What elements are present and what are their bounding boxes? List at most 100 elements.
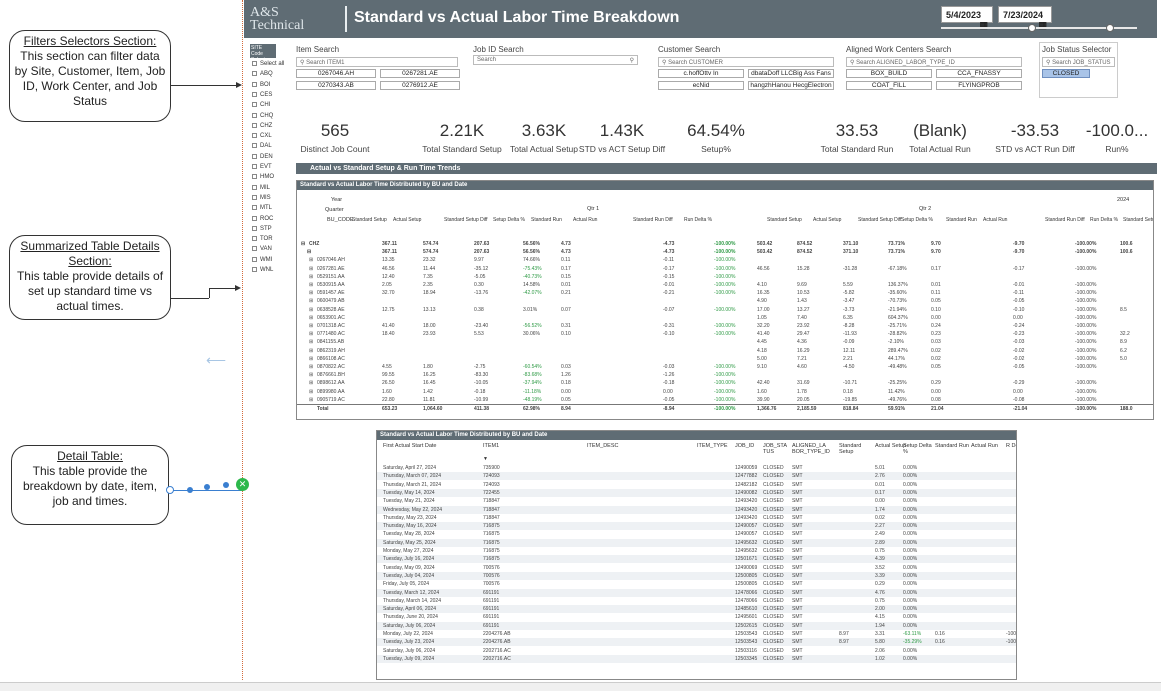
collapse-icon[interactable]: ⊟ [301, 241, 306, 247]
checkbox-icon[interactable] [252, 153, 257, 159]
detail-row[interactable]: Tuesday, July 23, 2024 2204276.AB 12503543… [377, 638, 1016, 647]
checkbox-icon[interactable] [252, 205, 257, 211]
detail-row[interactable]: Tuesday, May 09, 2024 700576 12490069 CLOSE… [377, 564, 1016, 572]
job-search-input[interactable]: Search ⚲ [473, 55, 638, 65]
site-option[interactable]: CES [252, 91, 272, 98]
site-option[interactable]: CHI [252, 102, 270, 108]
detail-row[interactable]: Friday, July 05, 2024 700576 12500805 CLOSE… [377, 580, 1016, 588]
connector-handle-mid-1[interactable] [187, 487, 193, 493]
matrix-row[interactable]: ⊟ 367.11 574.74 207.63 56.56% 4.73 -4.73 -100.0… [297, 248, 1153, 256]
connector-handle-mid-2[interactable] [204, 484, 210, 490]
matrix-row[interactable]: ⊞ 0267281.AE 46.56 11.44 -35.12 -75.43% 0.17 -0… [297, 265, 1153, 273]
workcenter-chip[interactable]: CCA_FNASSY [936, 69, 1022, 78]
detail-row[interactable]: Saturday, April 27, 2024 735900 12490059 CL… [377, 464, 1016, 472]
detail-row[interactable]: Tuesday, July 09, 2024 2202716.AC 12503345… [377, 654, 1016, 663]
workcenter-chip[interactable]: COAT_FILL [846, 81, 932, 90]
matrix-row[interactable]: ⊞ 0870822.AC 4.55 1.80 -2.75 -60.54% 0.03 -0.03… [297, 363, 1153, 371]
checkbox-icon[interactable] [252, 256, 257, 262]
detail-row[interactable]: Thursday, May 23, 2024 718847 12493420 CLOS… [377, 514, 1016, 522]
expand-icon[interactable]: ⊞ [309, 298, 314, 305]
checkbox-icon[interactable] [252, 61, 257, 66]
detail-row[interactable]: Tuesday, July 04, 2024 700576 12500805 CLOS… [377, 571, 1016, 580]
detail-row[interactable]: Saturday, May 25, 2024 716875 12495632 CLOS… [377, 538, 1016, 547]
detail-row[interactable]: Tuesday, March 12, 2024 691191 12478066 CLO… [377, 588, 1016, 597]
workcenter-chip[interactable]: BOX_BUILD [846, 69, 932, 78]
detail-row[interactable]: Tuesday, May 21, 2024 718847 12493420 CLOSE… [377, 497, 1016, 505]
workcenter-search-input[interactable]: ⚲ Search ALIGNED_LABOR_TYPE_ID [846, 57, 1022, 67]
detail-column-header[interactable]: ITEM_TYPE [697, 443, 728, 449]
expand-icon[interactable]: ⊞ [309, 290, 314, 297]
item-chip[interactable]: 0276912.AE [380, 81, 460, 90]
expand-icon[interactable]: ⊞ [309, 396, 314, 403]
matrix-row[interactable]: ⊞ 0530915.AA 2.05 2.35 0.30 14.58% 0.01 -0.01 -1… [297, 281, 1153, 289]
customer-search-input[interactable]: ⚲ Search CUSTOMER [658, 57, 834, 67]
checkbox-icon[interactable] [252, 236, 257, 242]
total-row[interactable]: Total 653.23 1,064.60 411.38 62.98% 8.94 -8.94… [297, 404, 1153, 412]
checkbox-icon[interactable] [252, 81, 257, 87]
matrix-row[interactable]: ⊟ CHZ 367.11 574.74 207.63 56.56% 4.73 -4.73 -10… [297, 240, 1153, 248]
connector-handle-mid-3[interactable] [223, 482, 229, 488]
detail-column-header[interactable]: Setup Delta % [903, 443, 932, 455]
site-option[interactable]: WMI [252, 256, 272, 263]
matrix-row[interactable]: ⊞ 0899980.AA 1.60 1.42 -0.18 -11.18% 0.00 0.00 -… [297, 388, 1153, 396]
detail-row[interactable]: Thursday, March 21, 2024 724093 12482182 CL… [377, 481, 1016, 489]
calendar-icon[interactable]: ▦ [979, 20, 988, 30]
collapse-icon[interactable]: ⊟ [307, 249, 312, 256]
expand-icon[interactable]: ⊞ [309, 355, 314, 362]
detail-row[interactable]: Wednesday, May 22, 2024 718847 12493420 CLO… [377, 505, 1016, 514]
item-chip[interactable]: 0270343.AB [296, 81, 376, 90]
detail-row[interactable]: Thursday, June 20, 2024 691191 12495601 CLO… [377, 613, 1016, 621]
checkbox-icon[interactable] [252, 164, 257, 169]
detail-column-header[interactable]: Actual Run [971, 443, 998, 449]
checkbox-icon[interactable] [252, 184, 257, 190]
site-option[interactable]: ABQ [252, 71, 273, 77]
expand-icon[interactable]: ⊞ [309, 265, 314, 272]
matrix-row[interactable]: ⊞ 0591457.AE 32.70 18.94 -13.76 -42.07% 0.21 -0… [297, 289, 1153, 297]
expand-icon[interactable]: ⊞ [309, 257, 314, 264]
checkbox-icon[interactable] [252, 112, 257, 118]
sort-descending-icon[interactable]: ▼ [483, 456, 488, 462]
expand-icon[interactable]: ⊞ [309, 273, 314, 280]
job-status-search-input[interactable]: ⚲ Search JOB_STATUS [1042, 57, 1115, 67]
detail-column-header[interactable]: Actual Setup [875, 443, 907, 449]
detail-column-header[interactable]: ITEM_DESC [587, 443, 619, 449]
checkbox-icon[interactable] [252, 215, 257, 221]
detail-row[interactable]: Monday, July 22, 2024 2204276.AB 12503543 C… [377, 630, 1016, 638]
detail-column-header[interactable]: R Delt [1006, 443, 1016, 449]
site-option[interactable]: HMO [252, 174, 274, 180]
checkbox-icon[interactable] [252, 91, 257, 97]
workcenter-chip[interactable]: FLYINGPROB [936, 81, 1022, 90]
item-chip[interactable]: 0267281.AE [380, 69, 460, 78]
checkbox-icon[interactable] [252, 267, 257, 272]
connector-handle-start[interactable] [166, 486, 174, 494]
matrix-row[interactable]: ⊞ 0905719.AC 22.80 11.81 -10.99 -48.19% 0.05 -0… [297, 396, 1153, 404]
detail-row[interactable]: Tuesday, July 16, 2024 716875 12501671 CLOS… [377, 555, 1016, 564]
checkbox-icon[interactable] [252, 71, 257, 77]
site-option[interactable]: MIL [252, 184, 270, 191]
detail-row[interactable]: Thursday, May 16, 2024 716875 12490057 CLOS… [377, 522, 1016, 531]
date-to-input[interactable]: 7/23/2024 ▦ [998, 6, 1052, 30]
matrix-row[interactable]: ⊞ 0866108.AC 5.00 7.21 2.21 44.17% 0.02 -0.02 -1… [297, 355, 1153, 363]
matrix-row[interactable]: ⊞ 0862319.AH 4.18 16.29 12.11 289.47% 0.02 -0.0… [297, 347, 1153, 355]
site-option[interactable]: CXL [252, 133, 272, 139]
detail-row[interactable]: Thursday, March 14, 2024 691191 12478066 CL… [377, 597, 1016, 605]
collapse-arrow-icon[interactable]: ⟵ [206, 352, 227, 368]
matrix-row[interactable]: ⊞ 0600479.AB 4.90 1.43 -3.47 -70.73% 0.05 -0.05… [297, 297, 1153, 305]
site-option[interactable]: WNL [252, 267, 273, 273]
site-option[interactable]: MIS [252, 194, 271, 201]
job-status-chip-closed[interactable]: CLOSED [1042, 69, 1090, 78]
detail-column-header[interactable]: ALIGNED_LA BOR_TYPE_ID [792, 443, 830, 455]
checkbox-icon[interactable] [252, 102, 257, 108]
trend-section-bar[interactable]: Actual vs Standard Setup & Run Time Tren… [296, 163, 1157, 174]
checkbox-icon[interactable] [252, 174, 257, 180]
site-option[interactable]: EVT [252, 164, 272, 170]
expand-icon[interactable]: ⊞ [309, 323, 314, 329]
expand-icon[interactable]: ⊞ [309, 306, 314, 313]
matrix-row[interactable]: ⊞ 0638528.AE 12.75 13.13 0.38 3.01% 0.07 -0.07 -… [297, 306, 1153, 314]
checkbox-icon[interactable] [252, 246, 257, 252]
expand-icon[interactable]: ⊞ [309, 380, 314, 387]
site-option[interactable]: ROC [252, 215, 273, 222]
matrix-row[interactable]: ⊞ 0876661.BH 99.55 16.25 -83.30 -83.68% 1.26 -1… [297, 371, 1153, 379]
site-option[interactable]: DEN [252, 153, 273, 160]
site-option[interactable]: Select all [252, 61, 284, 67]
